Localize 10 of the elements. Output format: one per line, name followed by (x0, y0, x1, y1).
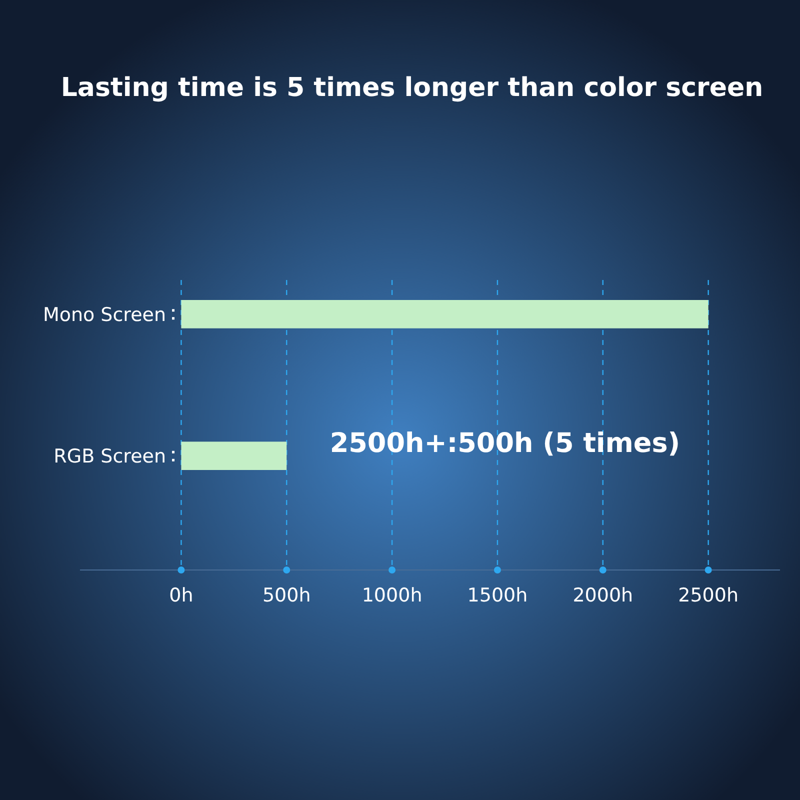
chart-title: Lasting time is 5 times longer than color screen (60, 73, 764, 103)
x-tick-label: 0h (169, 584, 194, 606)
y-tick-label: RGB Screen (54, 445, 166, 468)
x-tick-label: 2500h (678, 584, 739, 606)
x-tick-label: 1000h (362, 584, 422, 606)
x-tick-label: 1500h (467, 584, 528, 606)
annotation: 2500h+:500h (5 times) (330, 428, 680, 459)
x-tick-label: 2000h (572, 584, 634, 606)
y-tick-label: Mono Screen (42, 304, 166, 326)
x-tick-label: 500h (262, 584, 311, 606)
